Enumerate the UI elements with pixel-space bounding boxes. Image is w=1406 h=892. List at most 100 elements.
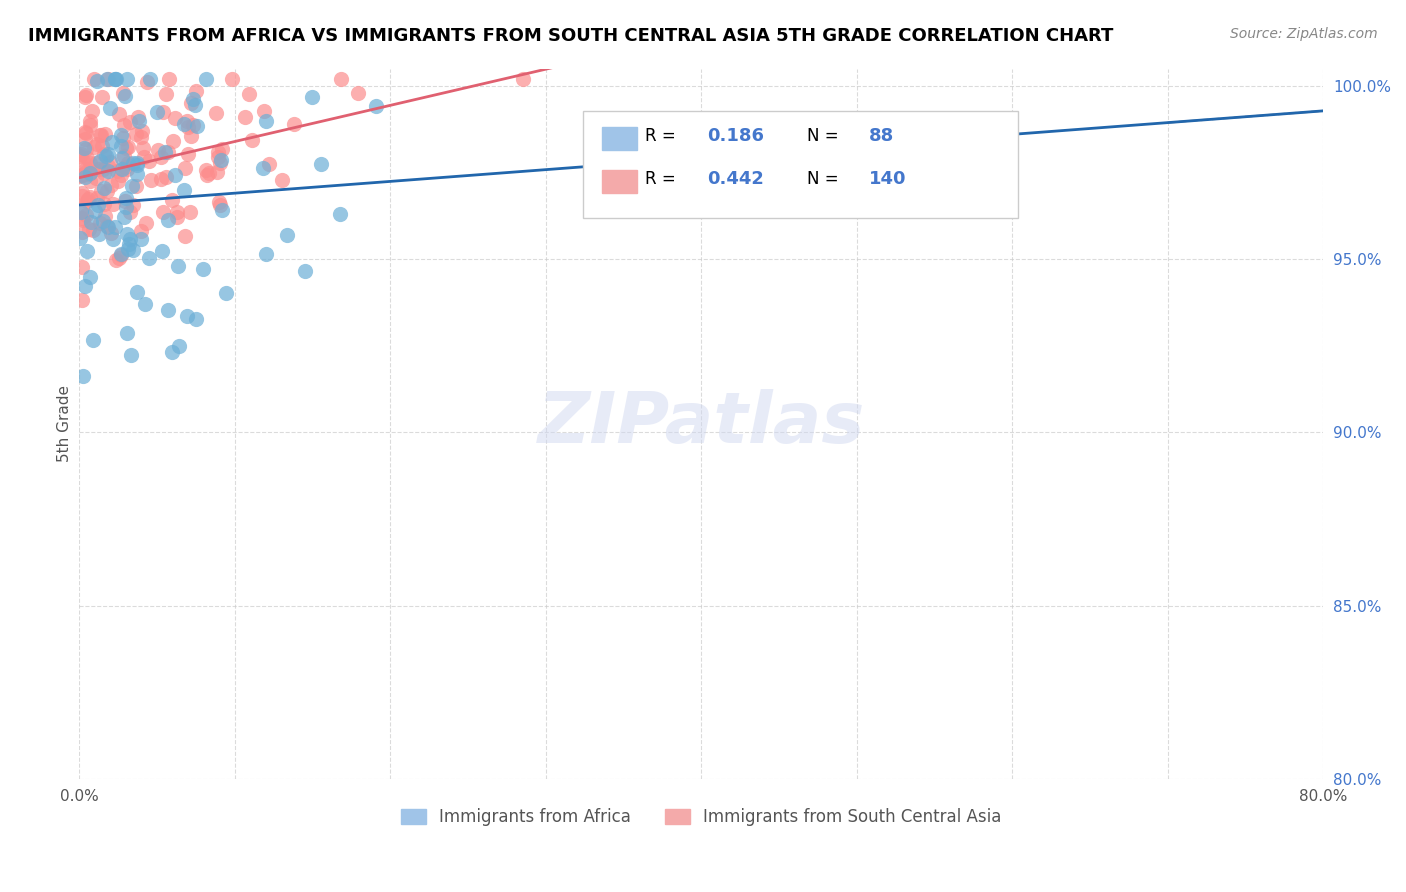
Point (235, 110, 257, 124)
Point (329, 207, 352, 221)
Point (70, 168, 93, 182)
Point (211, 142, 233, 156)
Point (127, 110, 149, 124)
Text: N =: N = (807, 169, 844, 187)
Point (72, 212, 94, 227)
Point (79, 166, 101, 180)
Point (184, 84, 207, 98)
Point (105, 163, 128, 178)
Point (215, 286, 238, 301)
Point (115, 71, 138, 86)
Point (180, 129, 202, 144)
Text: Source: ZipAtlas.com: Source: ZipAtlas.com (1230, 27, 1378, 41)
Point (115, 227, 138, 241)
Point (122, 156, 145, 170)
Point (110, 168, 132, 182)
Point (176, 113, 198, 128)
Point (118, 237, 141, 252)
Point (104, 71, 127, 86)
Point (163, 111, 186, 125)
Point (69, 231, 91, 245)
Point (152, 205, 174, 219)
Point (136, 75, 159, 89)
Point (117, 326, 139, 340)
Point (97, 146, 120, 161)
FancyBboxPatch shape (583, 112, 1018, 218)
Point (179, 205, 201, 219)
Point (173, 183, 195, 197)
Point (132, 141, 155, 155)
FancyBboxPatch shape (602, 128, 637, 150)
Point (89, 154, 111, 169)
Y-axis label: 5th Grade: 5th Grade (58, 385, 72, 462)
Point (149, 150, 172, 164)
Point (70, 204, 93, 219)
Point (77, 192, 100, 206)
Point (112, 210, 135, 224)
Point (83, 139, 105, 153)
Point (254, 113, 277, 128)
Point (82, 223, 104, 237)
Point (207, 145, 229, 160)
Point (77, 167, 100, 181)
Point (84, 156, 107, 170)
Point (166, 210, 188, 224)
Point (93, 213, 115, 227)
Point (83, 71, 105, 86)
Point (111, 162, 134, 177)
Point (114, 88, 136, 103)
Point (98, 155, 121, 169)
Point (135, 217, 157, 231)
Point (117, 140, 139, 154)
Point (115, 141, 138, 155)
Point (79, 174, 101, 188)
Point (105, 71, 128, 86)
Point (110, 138, 132, 153)
Point (114, 194, 136, 208)
Point (96, 219, 118, 233)
Point (122, 198, 145, 212)
Point (156, 213, 179, 227)
Point (122, 244, 145, 258)
Point (75, 90, 97, 104)
Point (120, 205, 142, 219)
Point (76, 151, 98, 165)
Point (257, 157, 280, 171)
Point (134, 297, 156, 311)
Point (157, 71, 180, 86)
Point (94, 127, 117, 141)
Point (89, 216, 111, 230)
Point (254, 247, 277, 261)
Point (75, 87, 97, 102)
Point (75, 125, 97, 139)
Point (72, 153, 94, 168)
Point (146, 105, 169, 120)
Point (108, 107, 131, 121)
Point (176, 309, 198, 323)
Point (70, 260, 93, 275)
Point (87, 162, 110, 177)
Point (115, 191, 138, 205)
Point (101, 135, 124, 149)
Point (208, 155, 231, 169)
Point (111, 130, 134, 145)
Point (184, 98, 207, 112)
Point (73, 279, 96, 293)
Point (115, 200, 138, 214)
Point (194, 71, 217, 86)
Point (207, 150, 229, 164)
Point (211, 202, 233, 217)
Point (162, 134, 184, 148)
Point (79, 190, 101, 204)
Point (90, 128, 112, 142)
Point (104, 252, 127, 267)
Point (208, 198, 231, 212)
Point (100, 178, 122, 193)
Point (77, 222, 100, 236)
Point (75, 126, 97, 140)
Point (121, 178, 143, 193)
Point (131, 124, 153, 138)
Point (139, 71, 162, 86)
Point (82, 333, 104, 347)
Text: 88: 88 (869, 127, 894, 145)
